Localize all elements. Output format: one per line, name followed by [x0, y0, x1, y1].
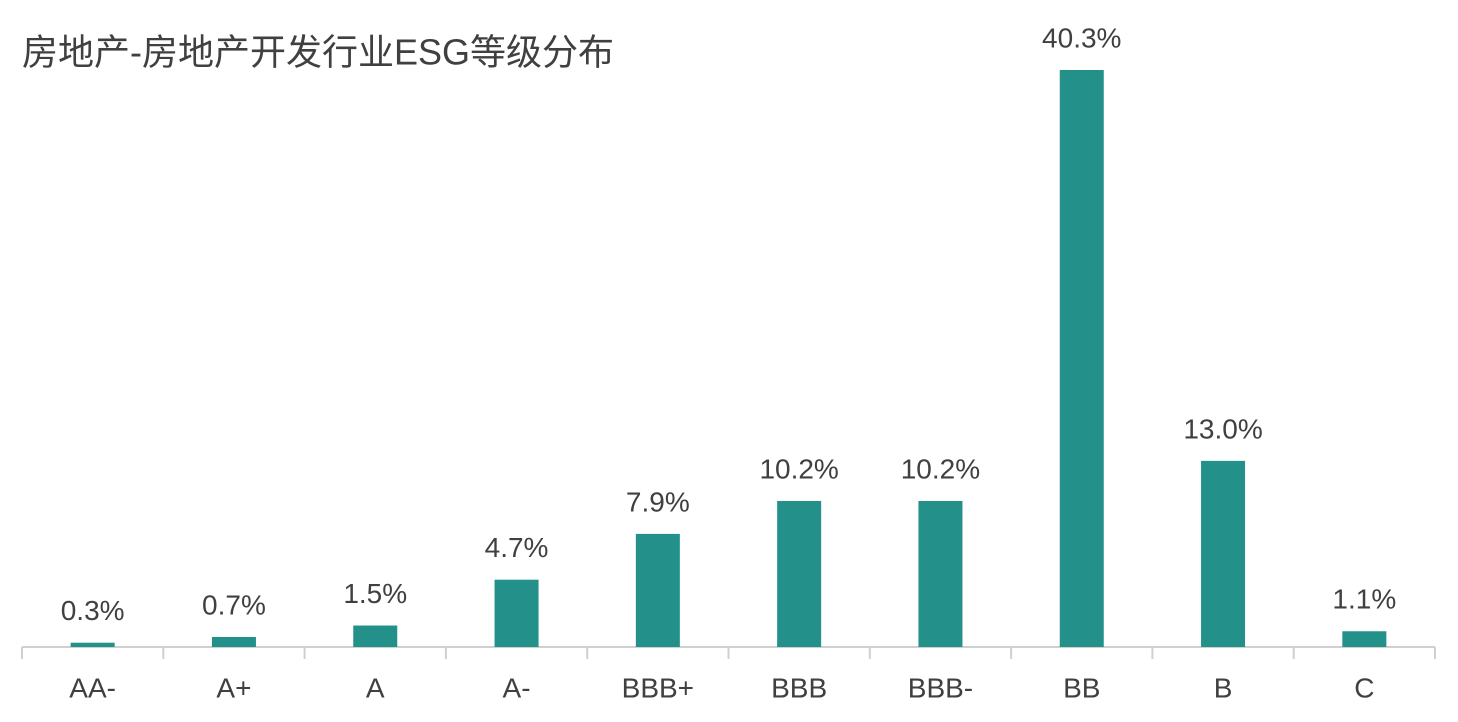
value-label: 1.1%	[1332, 584, 1396, 615]
bar	[211, 636, 256, 647]
bar	[1201, 460, 1246, 647]
value-label: 7.9%	[626, 486, 690, 517]
chart-title: 房地产-房地产开发行业ESG等级分布	[22, 32, 614, 73]
x-tick-label: BB	[1063, 672, 1100, 703]
value-label: 4.7%	[485, 532, 549, 563]
value-label: 40.3%	[1042, 22, 1121, 53]
x-tick-label: A+	[216, 672, 251, 703]
bar	[918, 500, 963, 647]
x-tick-label: B	[1214, 672, 1233, 703]
x-tick-label: BBB-	[908, 672, 973, 703]
bar	[353, 625, 398, 647]
x-tick-label: AA-	[69, 672, 116, 703]
value-label: 13.0%	[1183, 413, 1262, 444]
value-label: 1.5%	[343, 578, 407, 609]
x-tick-label: BBB+	[622, 672, 694, 703]
value-label: 10.2%	[901, 453, 980, 484]
bar	[494, 579, 539, 647]
value-label: 0.7%	[202, 589, 266, 620]
x-tick-label: C	[1354, 672, 1374, 703]
bar	[635, 533, 680, 647]
value-label: 10.2%	[759, 453, 838, 484]
bar	[1059, 70, 1104, 647]
value-label: 0.3%	[61, 595, 125, 626]
x-tick-label: BBB	[771, 672, 827, 703]
bar	[1342, 631, 1387, 647]
bar	[777, 500, 822, 647]
bar	[70, 642, 115, 647]
x-tick-label: A-	[503, 672, 531, 703]
x-tick-label: A	[366, 672, 385, 703]
